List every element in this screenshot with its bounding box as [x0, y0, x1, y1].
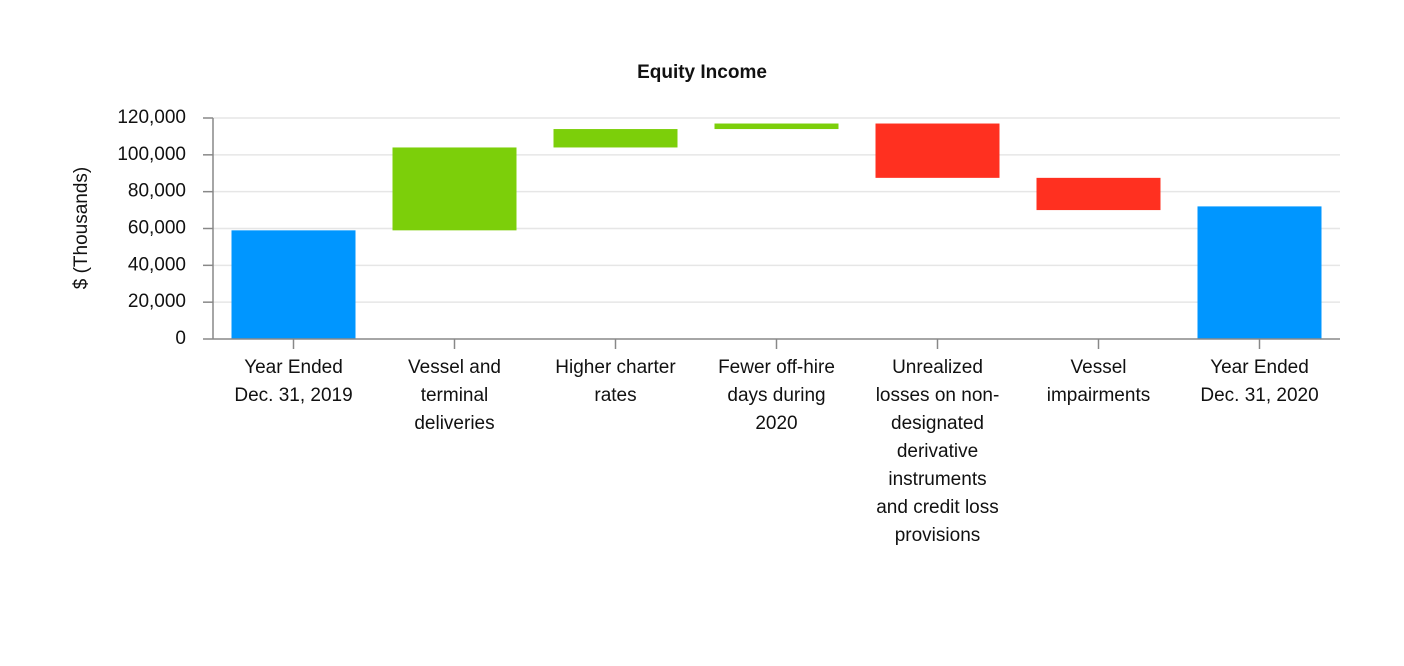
chart-title: Equity Income: [637, 62, 767, 83]
y-tick-label: 100,000: [117, 144, 186, 165]
y-tick-label: 60,000: [128, 218, 186, 239]
bar: [875, 123, 1000, 178]
y-tick-label: 20,000: [128, 291, 186, 312]
bar: [392, 147, 517, 231]
bar: [1197, 206, 1322, 339]
x-tick-label: Year Ended Dec. 31, 2019: [234, 357, 353, 406]
x-tick-label: Year Ended Dec. 31, 2020: [1200, 357, 1319, 406]
bar: [1036, 177, 1161, 211]
x-tick-label: Vessel impairments: [1046, 357, 1151, 406]
y-tick-label: 120,000: [117, 107, 186, 128]
y-tick-label: 0: [175, 328, 186, 349]
y-tick-label: 80,000: [128, 181, 186, 202]
bar: [553, 129, 678, 148]
bar: [714, 123, 839, 130]
y-tick-label: 40,000: [128, 254, 186, 275]
x-tick-label: Fewer off-hire days during 2020: [718, 357, 835, 434]
x-tick-label: Vessel and terminal deliveries: [408, 357, 501, 434]
bar: [231, 230, 356, 339]
y-axis-label: $ (Thousands): [71, 167, 92, 290]
x-tick-label: Unrealized losses on non-designated deri…: [875, 357, 1000, 546]
x-tick-label: Higher charter rates: [555, 357, 676, 406]
